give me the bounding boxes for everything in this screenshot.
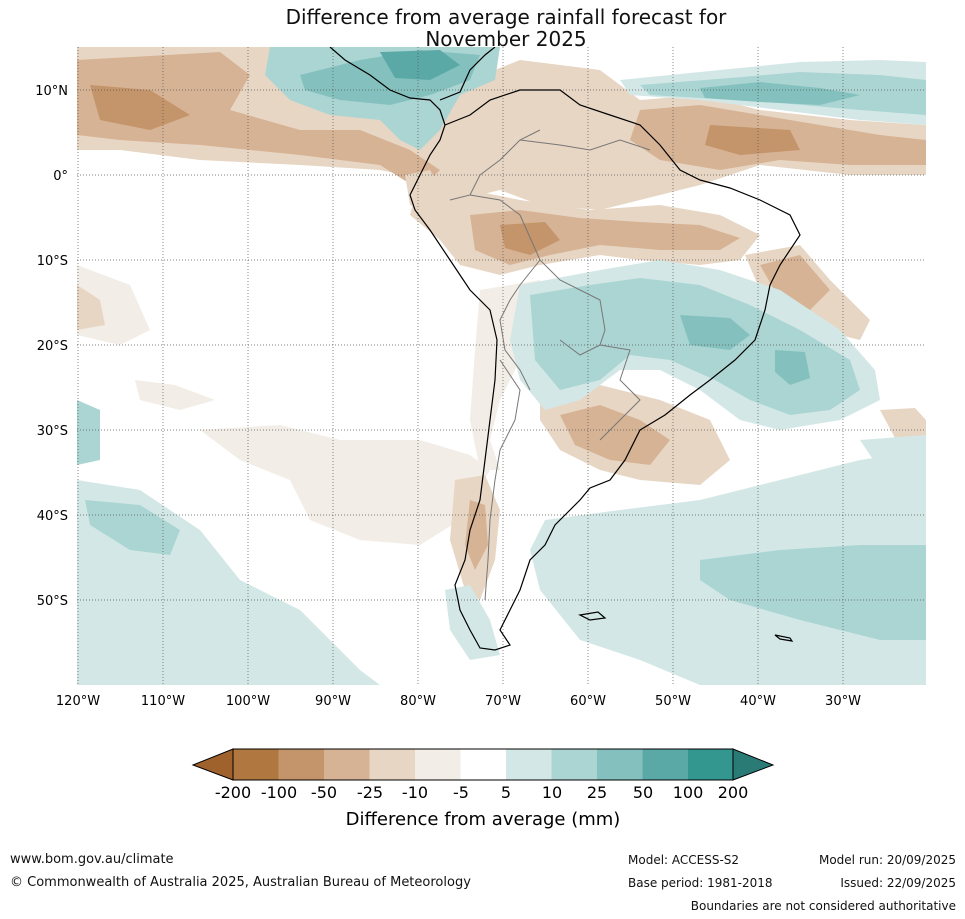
base-period: Base period: 1981-2018 (628, 876, 773, 890)
coastlines (329, 47, 801, 651)
colorbar-segment-6 (460, 749, 506, 780)
colorbar-segment-4 (369, 749, 415, 780)
wet-region-brazil-core (680, 315, 750, 350)
wet-region-brazil-mid (530, 278, 860, 415)
colorbar-segment-7 (506, 749, 552, 780)
colorbar-segment-5 (415, 749, 461, 780)
colorbar-tick-50: 50 (633, 783, 653, 802)
colorbar-extend-high (732, 748, 775, 781)
lat-label-10n: 10°N (35, 84, 68, 99)
colorbar-label: Difference from average (mm) (346, 809, 621, 830)
colorbar-segment-8 (551, 749, 597, 780)
lon-label-40w: 40°W (740, 694, 776, 709)
colorbar-tick-minus-10: -10 (402, 783, 428, 802)
colorbar-tick-minus-200: -200 (215, 783, 251, 802)
colorbar-segment-1 (233, 749, 279, 780)
graticule (77, 47, 926, 685)
dry-region-south-pacific-west (135, 380, 215, 410)
model-name: Model: ACCESS-S2 (628, 853, 740, 867)
website-link[interactable]: www.bom.gov.au/climate (10, 852, 174, 867)
lon-label-80w: 80°W (400, 694, 436, 709)
wet-region-pacific-margin (77, 400, 100, 465)
lon-label-90w: 90°W (315, 694, 351, 709)
lon-label-120w: 120°W (56, 694, 100, 709)
colorbar-tick-minus-5: -5 (453, 783, 469, 802)
longitude-labels: 120°W 110°W 100°W 90°W 80°W 70°W 60°W 50… (56, 694, 861, 709)
colorbar-segment-2 (278, 749, 324, 780)
dry-region-north-strong (90, 85, 190, 130)
lon-label-60w: 60°W (570, 694, 606, 709)
model-run-date: Model run: 20/09/2025 (818, 853, 956, 867)
colorbar-tick-10: 10 (542, 783, 562, 802)
falkland-islands-coastline (578, 611, 607, 621)
colorbar: -200 -100 -50 -25 -10 -5 5 10 25 50 100 … (191, 748, 775, 830)
dry-region-southeast-atlantic (880, 408, 926, 440)
lat-label-10s: 10°S (37, 254, 68, 269)
lon-label-110w: 110°W (141, 694, 185, 709)
colorbar-tick-100: 100 (673, 783, 704, 802)
colorbar-segment-11 (688, 749, 734, 780)
latitude-labels: 10°N 0° 10°S 20°S 30°S 40°S 50°S (35, 84, 68, 609)
dry-region-la-plata-core (560, 405, 670, 465)
dry-region-patagonia-core (465, 500, 488, 570)
dry-region-north-mid (77, 52, 440, 190)
wet-region-south-pacific-west-mid (85, 500, 180, 555)
lon-label-30w: 30°W (825, 694, 861, 709)
colorbar-tick-200: 200 (718, 783, 749, 802)
wet-region-east-atlantic (860, 435, 926, 480)
lon-label-50w: 50°W (655, 694, 691, 709)
lat-label-50s: 50°S (37, 594, 68, 609)
colorbar-extend-low (191, 748, 234, 781)
country-borders (449, 129, 651, 601)
issued-date: Issued: 22/09/2025 (840, 876, 956, 890)
wet-region-south-atlantic-mid (700, 545, 926, 640)
colorbar-tick-25: 25 (587, 783, 607, 802)
colorbar-segment-10 (642, 749, 688, 780)
lon-label-100w: 100°W (226, 694, 270, 709)
lon-label-70w: 70°W (485, 694, 521, 709)
dry-region-southeast-pacific (200, 425, 490, 545)
wet-anomaly-regions (77, 47, 926, 685)
copyright-notice: © Commonwealth of Australia 2025, Austra… (10, 875, 471, 890)
boundaries-disclaimer: Boundaries are not considered authoritat… (690, 899, 956, 913)
dry-region-northwest (405, 170, 445, 215)
south-america-coastline (409, 89, 801, 651)
lat-label-0: 0° (53, 169, 68, 184)
colorbar-tick-5: 5 (501, 783, 511, 802)
colorbar-segment-9 (597, 749, 643, 780)
colorbar-tick-minus-50: -50 (311, 783, 337, 802)
dry-anomaly-regions (77, 47, 926, 600)
wet-region-north-atlantic-core (700, 82, 860, 105)
south-georgia-coastline (774, 634, 794, 642)
colorbar-segment-3 (324, 749, 370, 780)
central-america-coastline (329, 47, 496, 126)
map-title-line2: November 2025 (425, 27, 587, 51)
map-title-line1: Difference from average rainfall forecas… (285, 5, 727, 29)
lat-label-40s: 40°S (37, 509, 68, 524)
colorbar-tick-minus-25: -25 (357, 783, 383, 802)
dry-region-west-pacific-core (77, 285, 105, 330)
colorbar-tick-minus-100: -100 (261, 783, 297, 802)
wet-region-caribbean-core (380, 50, 460, 80)
map-panel (77, 47, 926, 685)
lat-label-20s: 20°S (37, 339, 68, 354)
colorbar-outline (232, 748, 734, 781)
dry-region-atlantic-core (705, 125, 800, 155)
wet-region-brazil-core-2 (775, 350, 810, 385)
lat-label-30s: 30°S (37, 424, 68, 439)
